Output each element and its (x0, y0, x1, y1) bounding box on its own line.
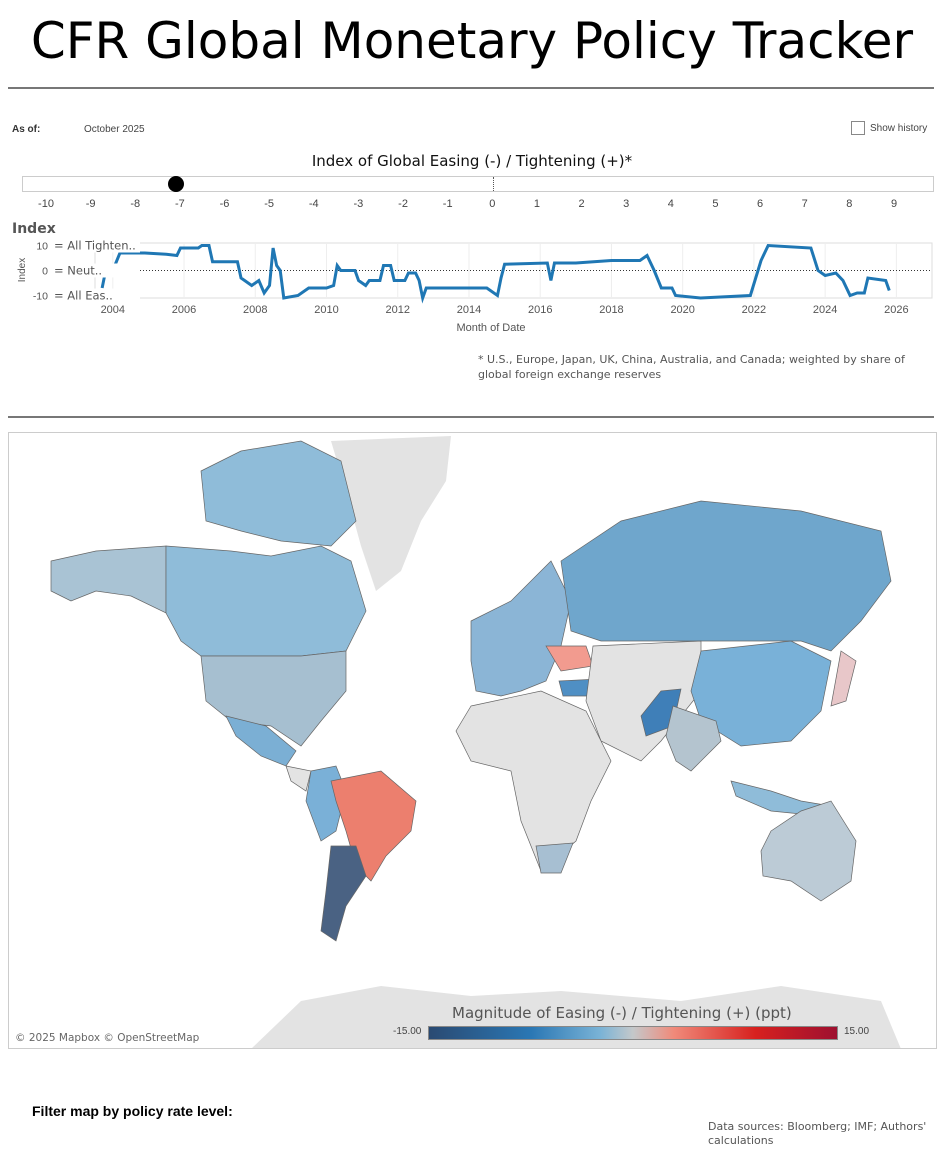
x-tick-label: 2022 (742, 304, 766, 316)
y-annotation-bg (52, 288, 140, 303)
argentina[interactable] (320, 845, 367, 942)
slider-tick-label: 2 (578, 198, 585, 210)
australia[interactable] (760, 800, 857, 902)
greenland (331, 436, 451, 591)
slider-tick-label: -6 (219, 198, 230, 210)
slider-tick-label: 0 (489, 198, 496, 210)
show-history-checkbox[interactable]: Show history (851, 121, 927, 135)
slider-tick-label: -5 (264, 198, 275, 210)
alaska[interactable] (50, 545, 167, 614)
x-tick-label: 2012 (386, 304, 410, 316)
x-tick-label: 2020 (670, 304, 694, 316)
slider-tick-label: 5 (712, 198, 719, 210)
checkbox-icon[interactable] (851, 121, 865, 135)
japan[interactable] (830, 650, 857, 707)
x-tick-label: 2014 (457, 304, 481, 316)
russia[interactable] (560, 500, 892, 652)
slider-tick-label: 3 (623, 198, 630, 210)
x-tick-label: 2008 (243, 304, 267, 316)
data-sources: Data sources: Bloomberg; IMF; Authors' c… (708, 1120, 927, 1147)
slider-tick-label: 9 (890, 198, 898, 210)
china[interactable] (690, 640, 832, 747)
index-line-chart: 2004 2006 2008 2010 2012 2014 2016 2018 2020 2022… (17, 238, 933, 334)
y-tick-label: -10 (33, 291, 48, 303)
slider-tick-label: 4 (667, 198, 674, 210)
united-states[interactable] (200, 650, 347, 747)
y-annotation: = Neut.. (54, 264, 102, 278)
y-annotation: = All Tighten.. (54, 239, 136, 253)
x-tick-label: 2024 (813, 304, 837, 316)
footnote: * U.S., Europe, Japan, UK, China, Austra… (478, 353, 905, 381)
show-history-label: Show history (870, 122, 928, 134)
brazil[interactable] (330, 770, 417, 882)
x-tick-label: 2018 (599, 304, 623, 316)
slider-tick-label: 8 (846, 198, 853, 210)
page-title: CFR Global Monetary Policy Tracker (30, 12, 914, 70)
divider (8, 416, 934, 418)
as-of-value[interactable]: October 2025 (84, 124, 145, 135)
y-axis-label: Index (17, 258, 28, 282)
central-america (285, 765, 312, 792)
slider-tick-label: -2 (398, 198, 408, 210)
canada-islands[interactable] (200, 440, 357, 547)
x-axis-label: Month of Date (456, 322, 525, 334)
index-marker (168, 176, 185, 192)
y-tick-label: 0 (42, 266, 48, 278)
index-series-line (100, 243, 891, 304)
filter-label: Filter map by policy rate level: (32, 1103, 233, 1119)
slider-tick-label: 7 (801, 198, 808, 210)
x-tick-label: 2016 (528, 304, 552, 316)
slider-tick-label: 6 (757, 198, 764, 210)
legend-title: Magnitude of Easing (-) / Tightening (+)… (452, 1004, 792, 1022)
africa (455, 690, 612, 872)
south-africa[interactable] (535, 842, 574, 874)
index-slider (22, 176, 934, 192)
slider-tick-label: -9 (85, 198, 96, 210)
middle-east-central-asia (585, 640, 702, 762)
slider-tick-label: -1 (442, 198, 453, 210)
slider-tick-label: -4 (308, 198, 319, 210)
x-tick-label: 2006 (172, 304, 196, 316)
slider-tick-label: -8 (130, 198, 141, 210)
as-of-label: As of: (12, 124, 41, 135)
chart-header: Index (12, 221, 56, 237)
color-legend-bar (428, 1026, 838, 1040)
slider-tick-label: -7 (175, 198, 185, 210)
divider (8, 87, 934, 89)
y-annotation: = All Eas.. (54, 289, 113, 303)
index-slider-title: Index of Global Easing (-) / Tightening … (311, 152, 633, 170)
y-annotation-bg (52, 238, 140, 253)
canada[interactable] (165, 545, 367, 657)
legend-min: -15.00 (393, 1026, 422, 1037)
legend-max: 15.00 (844, 1026, 870, 1037)
zero-line (493, 177, 495, 191)
x-tick-label: 2026 (884, 304, 908, 316)
x-tick-label: 2004 (101, 304, 125, 316)
y-annotation-bg (52, 263, 140, 278)
slider-tick-label: -10 (38, 198, 54, 210)
india[interactable] (665, 705, 722, 772)
slider-tick-label: -3 (353, 198, 364, 210)
y-tick-label: 10 (36, 241, 48, 253)
map-svg (50, 436, 901, 1048)
world-map[interactable] (8, 432, 937, 1049)
map-credit[interactable]: © 2025 Mapbox © OpenStreetMap (15, 1032, 200, 1044)
europe[interactable] (470, 560, 572, 697)
slider-tick-label: 1 (533, 198, 540, 210)
x-tick-label: 2010 (314, 304, 338, 316)
